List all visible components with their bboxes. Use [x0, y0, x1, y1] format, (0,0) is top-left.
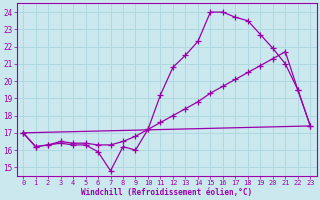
X-axis label: Windchill (Refroidissement éolien,°C): Windchill (Refroidissement éolien,°C)	[81, 188, 252, 197]
